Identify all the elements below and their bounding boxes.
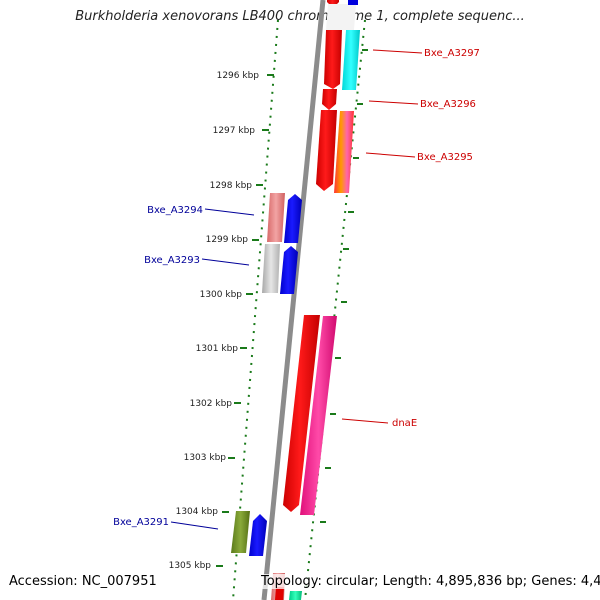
genome-summary-text: Topology: circular; Length: 4,895,836 bp… xyxy=(261,574,600,589)
map-title: Burkholderia xenovorans LB400 chromosome… xyxy=(75,9,525,24)
gene-label-bxe-a3291[interactable]: Bxe_A3291 xyxy=(113,517,169,528)
gene-bxe-a3293-gray[interactable] xyxy=(262,244,280,293)
gene-label-bxe-a3294[interactable]: Bxe_A3294 xyxy=(147,205,203,216)
gene-bxe-a3291[interactable] xyxy=(249,514,267,556)
gene-label-dnae[interactable]: dnaE xyxy=(392,418,417,429)
gene-bxe-a3295-multicolor[interactable] xyxy=(334,111,354,193)
gene-label-bxe-a3297[interactable]: Bxe_A3297 xyxy=(424,48,480,59)
inner-ticks xyxy=(216,74,274,567)
inner-dotted-guide xyxy=(232,19,279,600)
kbp-label: 1303 kbp xyxy=(184,453,227,463)
gene-labels: Bxe_A3297 Bxe_A3296 Bxe_A3295 Bxe_A3294 … xyxy=(113,48,480,528)
gene-dnae-red[interactable] xyxy=(283,315,320,512)
gene-bxe-a3297[interactable] xyxy=(324,30,342,89)
outer-dotted-guide xyxy=(304,19,366,600)
gene-top-white[interactable] xyxy=(326,4,356,30)
gene-bxe-a3296[interactable] xyxy=(322,89,337,110)
kbp-label: 1302 kbp xyxy=(190,399,233,409)
gene-bxe-a3291-olive[interactable] xyxy=(231,511,250,553)
gene-label-bxe-a3295[interactable]: Bxe_A3295 xyxy=(417,152,473,163)
gene-bxe-a3293[interactable] xyxy=(280,246,298,294)
kbp-labels: 1296 kbp 1297 kbp 1298 kbp 1299 kbp 1300… xyxy=(169,71,260,571)
forward-strand-genes[interactable] xyxy=(271,0,360,600)
label-leaders xyxy=(170,49,423,530)
chromosome-backbone xyxy=(261,0,326,600)
kbp-label: 1301 kbp xyxy=(196,344,239,354)
accession-text: Accession: NC_007951 xyxy=(9,574,157,589)
gene-label-bxe-a3293[interactable]: Bxe_A3293 xyxy=(144,255,200,266)
gene-bxe-a3295[interactable] xyxy=(316,110,337,191)
gene-bottom-mint[interactable] xyxy=(289,591,302,600)
gene-bxe-a3297-cyan[interactable] xyxy=(342,30,360,90)
outer-ticks xyxy=(320,49,368,523)
gene-bxe-a3294[interactable] xyxy=(284,194,302,243)
kbp-label: 1298 kbp xyxy=(210,181,253,191)
gene-dnae[interactable] xyxy=(300,316,337,515)
kbp-label: 1305 kbp xyxy=(169,561,212,571)
gene-bottom-red[interactable] xyxy=(275,587,284,600)
gene-bxe-a3294-salmon[interactable] xyxy=(267,193,285,242)
reverse-strand-genes[interactable] xyxy=(231,193,302,556)
kbp-label: 1299 kbp xyxy=(206,235,249,245)
gene-top-blue[interactable] xyxy=(348,0,358,5)
kbp-label: 1300 kbp xyxy=(200,290,243,300)
gene-label-bxe-a3296[interactable]: Bxe_A3296 xyxy=(420,99,476,110)
kbp-label: 1297 kbp xyxy=(213,126,256,136)
kbp-label: 1296 kbp xyxy=(217,71,260,81)
kbp-label: 1304 kbp xyxy=(176,507,219,517)
